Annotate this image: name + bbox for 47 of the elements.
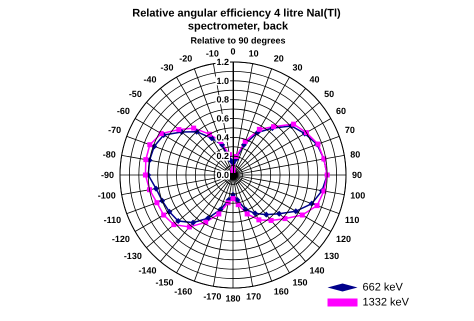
spoke-label: 120 — [336, 234, 352, 244]
spoke-label: 130 — [324, 250, 340, 261]
spoke-label: -50 — [128, 89, 142, 100]
y-tick-label: 0.2 — [216, 151, 229, 162]
spoke-label: -60 — [116, 106, 130, 116]
spoke-label: 140 — [309, 266, 325, 276]
spoke-label: 50 — [324, 89, 334, 100]
y-tick-label: 0.8 — [216, 94, 229, 105]
spoke-label: -100 — [98, 190, 116, 201]
spoke-label: 20 — [274, 54, 284, 64]
spoke-label: 70 — [344, 124, 355, 135]
spoke-label: 180 — [225, 294, 241, 304]
spoke-label: -90 — [100, 170, 114, 180]
spoke-label: 90 — [352, 170, 362, 180]
legend-label: 1332 keV — [362, 296, 410, 308]
spoke-label: 30 — [292, 62, 303, 72]
spoke-label: 40 — [309, 74, 320, 84]
spoke-label: -160 — [174, 286, 192, 296]
y-tick-label: 0.0 — [216, 170, 229, 180]
spoke-label: -40 — [143, 74, 157, 84]
spoke-label: -10 — [206, 48, 219, 58]
spoke-label: 110 — [344, 215, 360, 226]
y-tick-label: 1.2 — [216, 57, 229, 67]
spoke-label: -20 — [179, 54, 192, 64]
spoke-label: -110 — [104, 215, 122, 226]
chart-subtitle: Relative to 90 degrees — [190, 36, 286, 46]
spoke-label: -30 — [160, 62, 174, 72]
spoke-label: 170 — [246, 292, 262, 302]
spoke-label: 0 — [230, 46, 236, 56]
spoke-label: -70 — [108, 124, 122, 135]
spoke-label: -130 — [124, 250, 142, 261]
spoke-label: 150 — [292, 278, 308, 288]
chart-title: Relative angular efficiency 4 litre NaI(Tl) spectrometer, back — [132, 8, 344, 32]
y-tick-label: 0.6 — [216, 114, 229, 124]
legend-label: 662 keV — [362, 282, 404, 294]
y-tick-label: 0.4 — [216, 132, 229, 142]
spoke-label: 160 — [274, 286, 289, 296]
spoke-label: 100 — [350, 190, 366, 201]
spoke-label: -80 — [102, 149, 116, 160]
spoke-label: -170 — [203, 292, 222, 302]
spoke-label: -140 — [138, 266, 157, 276]
spoke-label: 80 — [350, 149, 360, 160]
spoke-label: -150 — [155, 278, 174, 288]
y-tick-label: 1.0 — [216, 76, 229, 86]
spoke-label: 60 — [336, 106, 346, 116]
spoke-label: -120 — [112, 234, 130, 244]
spoke-label: 10 — [248, 48, 259, 58]
